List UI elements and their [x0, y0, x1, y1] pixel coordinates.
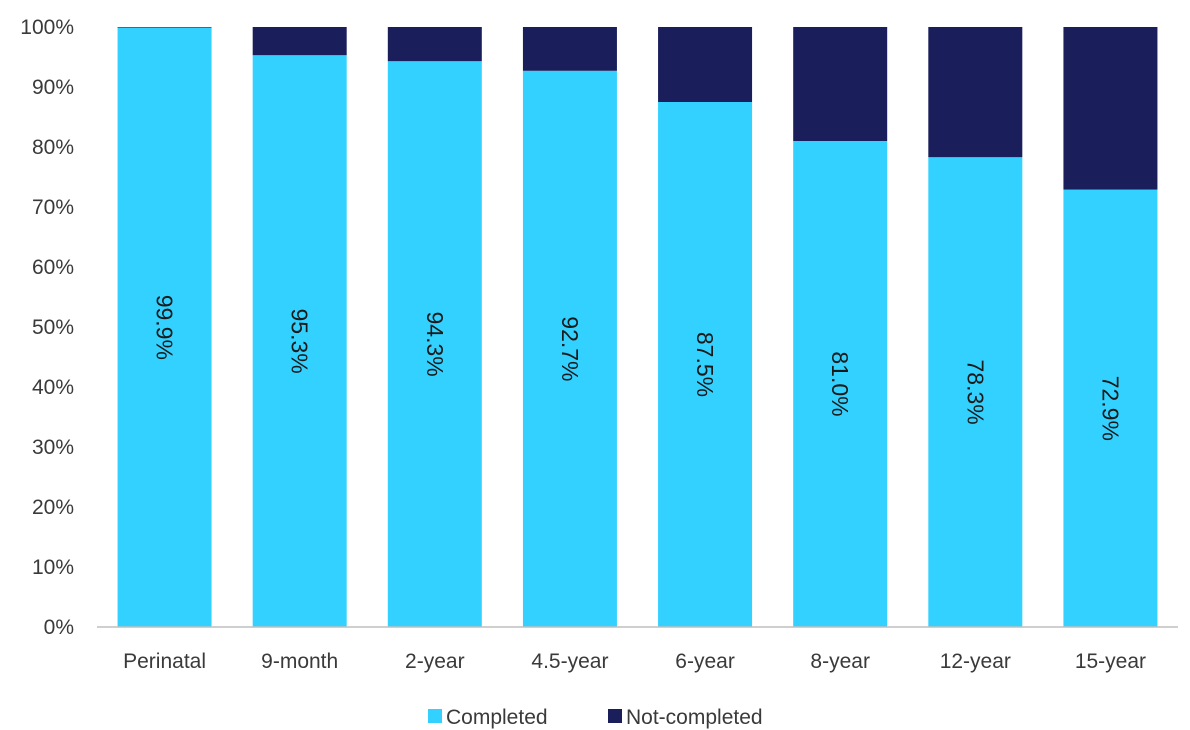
data-label: 72.9%	[1097, 376, 1123, 441]
bar-completed	[793, 141, 888, 627]
data-label: 87.5%	[692, 332, 718, 397]
bar-completed	[387, 61, 482, 627]
bar-completed	[928, 157, 1023, 627]
y-tick-label: 100%	[20, 16, 74, 39]
bar-not-completed	[387, 27, 482, 62]
data-labels: 99.9% 95.3% 94.3% 92.7% 87.5% 81.0% 78.3% 72.9%	[152, 295, 1124, 441]
y-tick-label: 0%	[44, 616, 74, 639]
data-label: 78.3%	[962, 359, 988, 424]
legend-swatch	[428, 709, 442, 723]
y-tick-label: 50%	[32, 316, 74, 339]
data-label: 99.9%	[152, 295, 178, 360]
x-category-label: 15-year	[1075, 650, 1146, 673]
x-axis-category-labels: Perinatal 9-month 2-year 4.5-year 6-year 8-ye…	[123, 650, 1146, 673]
bar-not-completed	[793, 27, 888, 141]
legend-label: Not-completed	[626, 706, 763, 729]
bar-group	[117, 27, 1158, 628]
y-tick-label: 30%	[32, 436, 74, 459]
bar-completed	[117, 27, 212, 628]
y-tick-label: 10%	[32, 556, 74, 579]
data-label: 94.3%	[422, 311, 448, 376]
bar-not-completed	[117, 27, 212, 28]
data-label: 81.0%	[827, 351, 853, 416]
x-category-label: 9-month	[261, 650, 338, 673]
legend-swatch	[608, 709, 622, 723]
data-label: 92.7%	[557, 316, 583, 381]
bar-not-completed	[522, 27, 617, 71]
bar-completed	[1063, 189, 1158, 627]
data-label: 95.3%	[287, 308, 313, 373]
y-tick-label: 80%	[32, 136, 74, 159]
y-tick-label: 90%	[32, 76, 74, 99]
bar-not-completed	[658, 27, 753, 102]
y-tick-label: 70%	[32, 196, 74, 219]
x-category-label: 6-year	[675, 650, 735, 673]
x-category-label: 8-year	[810, 650, 870, 673]
y-tick-label: 40%	[32, 376, 74, 399]
bar-not-completed	[1063, 27, 1158, 190]
bar-completed	[658, 102, 753, 627]
y-tick-label: 60%	[32, 256, 74, 279]
x-category-label: Perinatal	[123, 650, 206, 673]
y-axis-tick-labels: 0% 10% 20% 30% 40% 50% 60% 70% 80% 90% 100%	[20, 16, 74, 639]
legend-label: Completed	[446, 706, 548, 729]
legend: Completed Not-completed	[428, 706, 763, 729]
bar-not-completed	[928, 27, 1023, 158]
bar-completed	[252, 55, 347, 627]
bar-not-completed	[252, 27, 347, 56]
x-category-label: 2-year	[405, 650, 465, 673]
y-tick-label: 20%	[32, 496, 74, 519]
x-category-label: 4.5-year	[531, 650, 608, 673]
bar-completed	[522, 70, 617, 628]
x-category-label: 12-year	[940, 650, 1011, 673]
